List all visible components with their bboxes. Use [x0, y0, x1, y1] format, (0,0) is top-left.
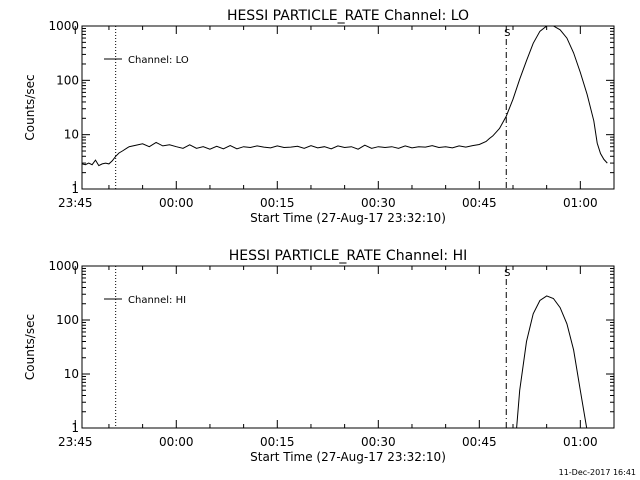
- x-tick-label: 23:45: [58, 435, 93, 449]
- x-axis-label: Start Time (27-Aug-17 23:32:10): [250, 211, 446, 225]
- plot-frame: [81, 265, 615, 429]
- x-tick-label: 00:30: [361, 435, 396, 449]
- chart-title: HESSI PARTICLE_RATE Channel: HI: [229, 248, 467, 264]
- chart-title: HESSI PARTICLE_RATE Channel: LO: [227, 8, 469, 24]
- marker-label: S: [504, 28, 510, 39]
- panel-lo: HESSI PARTICLE_RATE Channel: LO 23:45 00:0…: [23, 8, 615, 225]
- y-tick-label: 1000: [48, 19, 79, 33]
- series-line: [516, 295, 588, 428]
- x-tick-label: 00:30: [361, 196, 396, 210]
- panel-hi: HESSI PARTICLE_RATE Channel: HI 23:45 00:0…: [23, 248, 615, 464]
- footer-timestamp: 11-Dec-2017 16:41: [559, 468, 636, 477]
- x-tick-label: 01:00: [563, 435, 598, 449]
- y-tick-label: 1: [71, 421, 79, 435]
- x-tick-label: 00:45: [462, 435, 497, 449]
- y-tick-label: 100: [56, 73, 79, 87]
- x-tick-label: 23:45: [58, 196, 93, 210]
- x-tick-label: 00:00: [159, 196, 194, 210]
- y-axis-label: Counts/sec: [23, 74, 37, 140]
- x-tick-label: 00:15: [260, 196, 295, 210]
- plot-frame: [81, 25, 615, 190]
- y-axis-label: Counts/sec: [23, 314, 37, 380]
- legend-entry: Channel: LO: [128, 55, 189, 66]
- y-tick-label: 10: [64, 128, 79, 142]
- x-tick-label: 00:00: [159, 435, 194, 449]
- legend-entry: Channel: HI: [128, 295, 186, 306]
- x-tick-label: 00:45: [462, 196, 497, 210]
- marker-label: S: [504, 268, 510, 279]
- x-tick-label: 01:00: [563, 196, 598, 210]
- y-tick-label: 10: [64, 367, 79, 381]
- y-tick-label: 1: [71, 182, 79, 196]
- x-tick-label: 00:15: [260, 435, 295, 449]
- x-axis-label: Start Time (27-Aug-17 23:32:10): [250, 450, 446, 464]
- y-tick-label: 100: [56, 313, 79, 327]
- series-line: [82, 26, 608, 167]
- y-tick-label: 1000: [48, 259, 79, 273]
